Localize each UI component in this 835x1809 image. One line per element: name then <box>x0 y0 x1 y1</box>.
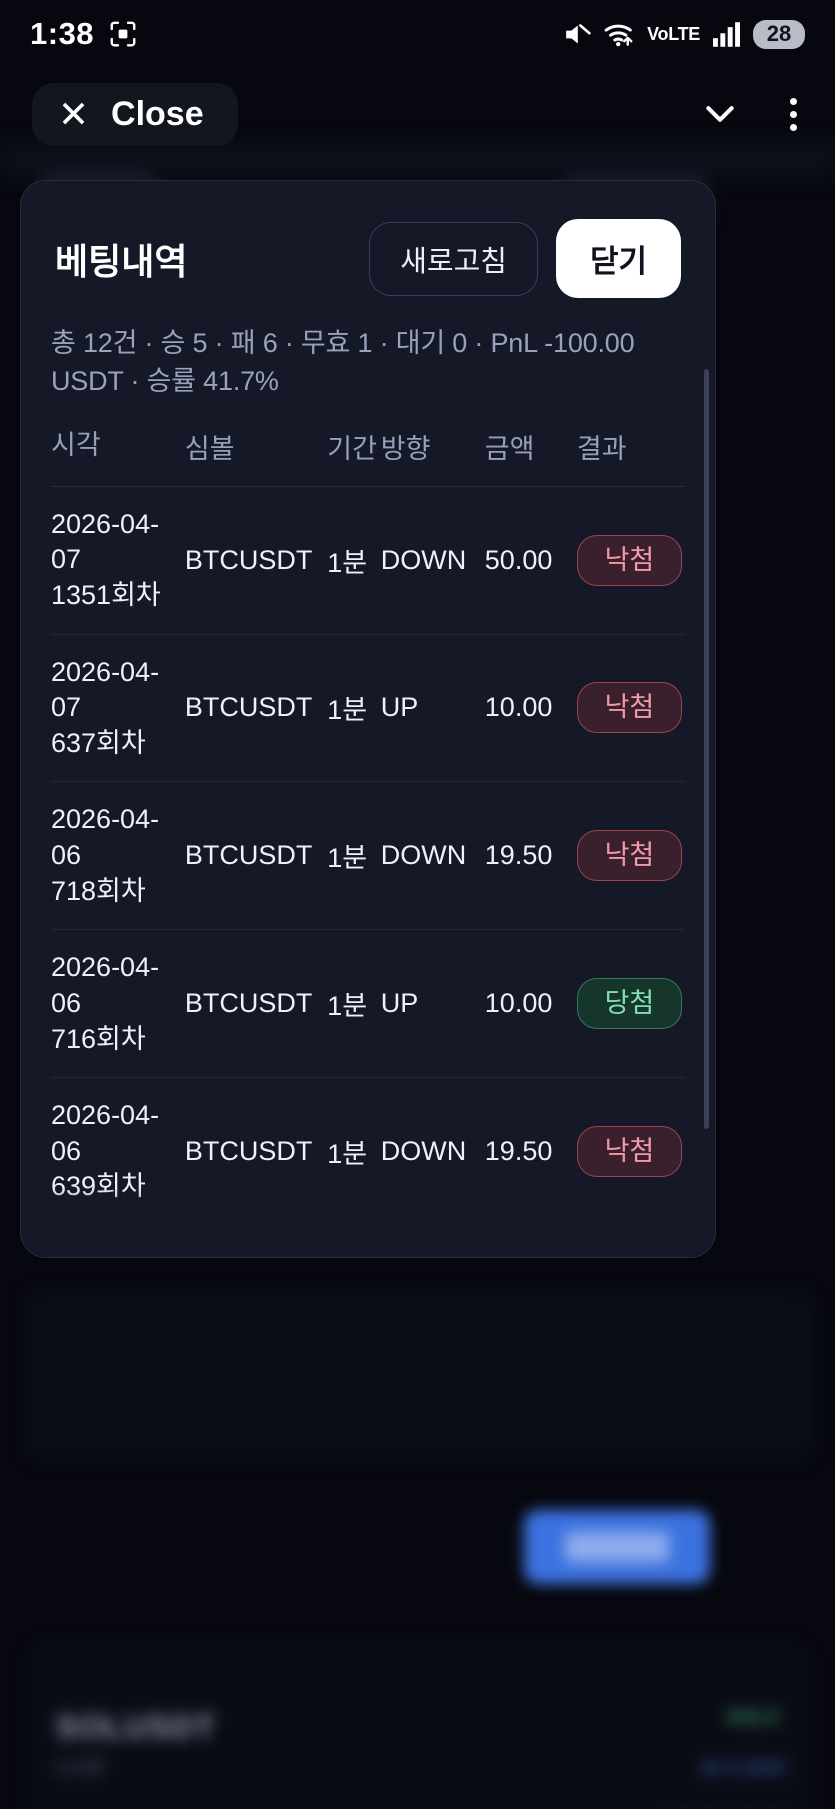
cell-result: 낙첨 <box>576 781 685 931</box>
status-bar-left: 1:38 <box>30 16 138 52</box>
cell-result: 낙첨 <box>576 634 685 783</box>
bg-blue-value: 00 0.0000 <box>700 1758 785 1779</box>
column-header-symbol[interactable]: 심볼 <box>184 418 328 487</box>
cell-direction: DOWN <box>380 1225 485 1257</box>
kebab-menu-icon[interactable] <box>784 92 803 137</box>
cell-amount: 10.00 <box>484 1225 577 1257</box>
cell-symbol: BTCUSDT <box>184 1225 328 1257</box>
result-badge: 당첨 <box>576 978 682 1030</box>
bet-history-modal: 베팅내역 새로고침 닫기 총 12건 · 승 5 · 패 6 · 무효 1 · … <box>20 180 716 1258</box>
cell-time: 2026-04-06637회차 <box>51 1225 185 1257</box>
result-badge: 낙첨 <box>576 534 682 586</box>
bg-live-label: LIVE <box>56 1756 106 1779</box>
cell-duration: 1분 <box>327 634 381 783</box>
cell-time: 2026-04-06 716회차 <box>51 929 185 1079</box>
battery-indicator: 28 <box>753 19 805 49</box>
wifi-icon <box>604 24 633 46</box>
cell-symbol: BTCUSDT <box>184 781 328 931</box>
cell-amount: 19.50 <box>484 1077 577 1227</box>
bg-green-value: 000.0 <box>726 1706 779 1729</box>
column-header-result[interactable]: 결과 <box>576 418 685 487</box>
cell-direction: DOWN <box>380 486 485 635</box>
table-body: 2026-04-07 1351회차 BTCUSDT 1분 DOWN 50.00 낙첨 2026… <box>51 486 685 1257</box>
modal-scrollbar[interactable] <box>704 369 709 1129</box>
status-bar-right: VoLTE 28 <box>561 19 805 50</box>
cell-duration: 1분 <box>327 486 381 635</box>
volte-icon: VoLTE <box>647 23 700 44</box>
cell-time: 2026-04-07 1351회차 <box>51 486 185 635</box>
screenshot-icon <box>110 21 136 47</box>
cell-duration: 1분 <box>327 929 381 1079</box>
bg-primary-button-label <box>565 1532 669 1562</box>
result-badge: 낙첨 <box>576 830 682 882</box>
bet-history-table-wrapper: 시각 심볼 기간 방향 금액 결과 2026-04-07 1351회차 BTCUSD… <box>21 401 715 1257</box>
cell-time: 2026-04-06 639회차 <box>51 1077 185 1227</box>
close-button[interactable]: ✕ Close <box>32 82 238 146</box>
cell-symbol: BTCUSDT <box>184 1077 328 1227</box>
cell-symbol: BTCUSDT <box>184 486 328 635</box>
cell-amount: 19.50 <box>484 781 577 931</box>
cell-result: 당첨 <box>576 1225 685 1257</box>
signal-bars-icon <box>713 21 740 47</box>
mute-icon <box>566 23 591 44</box>
cell-duration: 1분 <box>327 1225 381 1257</box>
modal-close-button[interactable]: 닫기 <box>555 219 681 298</box>
cell-direction: DOWN <box>380 1077 485 1227</box>
modal-header: 베팅내역 새로고침 닫기 <box>21 181 715 298</box>
bg-panel <box>24 1290 814 1460</box>
column-header-amount[interactable]: 금액 <box>484 418 577 487</box>
cell-time: 2026-04-07 637회차 <box>51 634 185 783</box>
status-bar: 1:38 VoLTE <box>0 0 835 68</box>
cell-duration: 1분 <box>327 781 381 931</box>
table-head: 시각 심볼 기간 방향 금액 결과 <box>51 418 685 487</box>
cell-amount: 10.00 <box>484 929 577 1079</box>
cell-time: 2026-04-06 718회차 <box>51 781 185 931</box>
table-row[interactable]: 2026-04-06 716회차 BTCUSDT 1분 UP 10.00 당첨 <box>51 929 685 1079</box>
cell-symbol: BTCUSDT <box>184 929 328 1079</box>
cell-direction: UP <box>380 929 485 1079</box>
table-header-row: 시각 심볼 기간 방향 금액 결과 <box>51 418 685 487</box>
cell-symbol: BTCUSDT <box>184 634 328 783</box>
result-badge: 낙첨 <box>576 1126 682 1178</box>
result-badge: 낙첨 <box>576 682 682 734</box>
table-row[interactable]: 2026-04-07 1351회차 BTCUSDT 1분 DOWN 50.00 낙첨 <box>51 486 685 635</box>
modal-actions: 새로고침 닫기 <box>369 219 681 298</box>
cell-result: 당첨 <box>576 929 685 1079</box>
cell-result: 낙첨 <box>576 1077 685 1227</box>
close-x-icon: ✕ <box>58 93 90 135</box>
cell-direction: UP <box>380 634 485 783</box>
cell-duration: 1분 <box>327 1077 381 1227</box>
bg-symbol-label: SOLUSDT <box>56 1709 216 1745</box>
cell-result: 낙첨 <box>576 486 685 635</box>
summary-text: 총 12건 · 승 5 · 패 6 · 무효 1 · 대기 0 · PnL -1… <box>51 328 635 397</box>
cell-direction: DOWN <box>380 781 485 931</box>
cell-amount: 10.00 <box>484 634 577 783</box>
cell-amount: 50.00 <box>484 486 577 635</box>
bg-market-card <box>28 1645 810 1809</box>
app-top-bar-actions <box>700 92 803 137</box>
bet-history-table: 시각 심볼 기간 방향 금액 결과 2026-04-07 1351회차 BTCUSD… <box>51 418 685 1257</box>
app-top-bar: ✕ Close <box>0 68 835 160</box>
close-button-label: Close <box>111 94 204 133</box>
refresh-button[interactable]: 새로고침 <box>369 221 538 296</box>
column-header-duration[interactable]: 기간 <box>327 418 381 487</box>
column-header-time[interactable]: 시각 <box>51 418 185 487</box>
column-header-direction[interactable]: 방향 <box>380 418 485 487</box>
table-row[interactable]: 2026-04-07 637회차 BTCUSDT 1분 UP 10.00 낙첨 <box>51 634 685 783</box>
table-row[interactable]: 2026-04-06 639회차 BTCUSDT 1분 DOWN 19.50 낙첨 <box>51 1077 685 1227</box>
modal-title: 베팅내역 <box>55 240 188 282</box>
table-row[interactable]: 2026-04-06 718회차 BTCUSDT 1분 DOWN 19.50 낙첨 <box>51 781 685 931</box>
clock-label: 1:38 <box>30 16 95 51</box>
chevron-down-icon[interactable] <box>700 94 740 134</box>
